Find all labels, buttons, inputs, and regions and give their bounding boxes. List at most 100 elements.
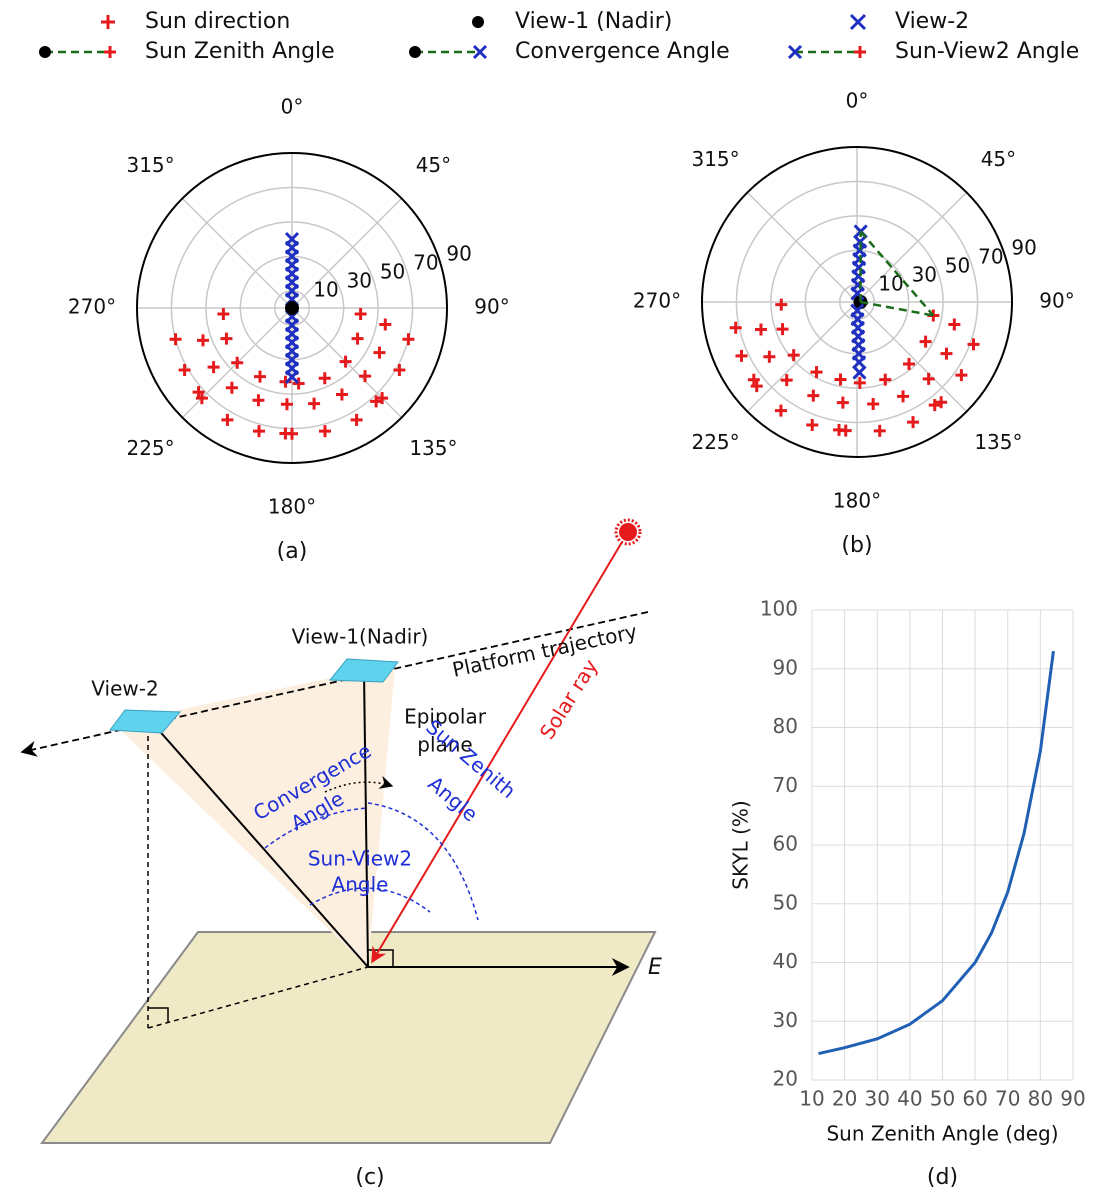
epipolar-plane xyxy=(118,668,395,967)
x-tick-label: 70 xyxy=(995,1087,1020,1111)
point xyxy=(284,369,300,384)
point xyxy=(335,388,348,401)
theta-tick-label: 315° xyxy=(691,147,739,171)
line xyxy=(818,650,1055,1056)
y-tick-label: 20 xyxy=(773,1067,798,1091)
point xyxy=(867,398,880,411)
y-tick-label: 30 xyxy=(773,1008,798,1032)
view2-ray xyxy=(147,717,369,968)
r-tick-label: 70 xyxy=(413,251,438,275)
diagram: View-1(Nadir) View-2 Platform trajectory… xyxy=(20,518,662,1190)
view1-label: View-1(Nadir) xyxy=(292,625,429,649)
legend-label: Sun-View2 Angle xyxy=(895,39,1079,64)
point xyxy=(252,394,265,407)
caption: (c) xyxy=(355,1165,384,1190)
epipolar-label: Epipolar xyxy=(404,705,487,729)
y-tick-label: 80 xyxy=(773,714,798,738)
point xyxy=(806,418,819,431)
point xyxy=(373,346,386,359)
point xyxy=(879,373,892,386)
theta-tick-label: 90° xyxy=(474,295,509,319)
grid-spoke xyxy=(746,191,858,303)
point xyxy=(907,416,920,429)
legend-label: Convergence Angle xyxy=(515,39,730,64)
caption: (d) xyxy=(927,1165,958,1190)
point xyxy=(253,370,266,383)
point xyxy=(409,46,421,58)
sun-view2-label: Angle xyxy=(332,873,389,897)
point xyxy=(104,46,116,58)
point xyxy=(774,404,787,417)
point xyxy=(370,395,383,408)
point xyxy=(780,374,793,387)
x-tick-label: 50 xyxy=(930,1087,955,1111)
point xyxy=(308,397,321,410)
y-tick-label: 40 xyxy=(773,949,798,973)
theta-tick-label: 45° xyxy=(981,147,1016,171)
grid-spoke xyxy=(291,197,403,309)
convergence-arc xyxy=(264,807,369,849)
point xyxy=(359,370,372,383)
point xyxy=(379,318,392,331)
grid-spoke xyxy=(181,197,293,309)
point xyxy=(948,318,961,331)
polar-frame xyxy=(701,146,1013,458)
sun-zenith-arc xyxy=(367,802,479,921)
point xyxy=(393,364,406,376)
point xyxy=(284,232,300,247)
y-tick-label: 70 xyxy=(773,773,798,797)
y-tick-label: 60 xyxy=(773,832,798,856)
point xyxy=(919,335,932,348)
r-tick-label: 50 xyxy=(380,260,405,284)
r-tick-label: 90 xyxy=(1011,236,1036,260)
point xyxy=(903,358,916,371)
theta-tick-label: 270° xyxy=(68,295,116,319)
theta-tick-label: 180° xyxy=(268,495,316,519)
point xyxy=(922,372,935,385)
point xyxy=(192,386,205,399)
right-angle xyxy=(148,1007,169,1023)
point xyxy=(754,323,767,336)
point xyxy=(318,372,331,385)
point xyxy=(940,347,953,360)
point xyxy=(207,361,220,374)
theta-tick-label: 135° xyxy=(409,436,457,460)
point xyxy=(169,333,182,346)
point xyxy=(279,427,292,440)
grid-spoke xyxy=(746,301,858,413)
point xyxy=(217,308,230,321)
point xyxy=(787,349,800,362)
point xyxy=(472,44,488,60)
point xyxy=(253,425,266,438)
x-axis-label: Sun Zenith Angle (deg) xyxy=(826,1122,1058,1146)
point xyxy=(750,380,763,393)
angle-line xyxy=(859,230,935,317)
view2-sensor xyxy=(109,709,182,734)
point xyxy=(897,390,910,403)
view1-sensor xyxy=(328,658,399,683)
x-tick-label: 40 xyxy=(897,1087,922,1111)
theta-tick-label: 45° xyxy=(416,153,451,177)
legend-label: Sun direction xyxy=(145,9,290,34)
point xyxy=(225,381,238,394)
view1-ray xyxy=(363,671,369,968)
sun-rays xyxy=(614,518,642,546)
r-tick-label: 90 xyxy=(446,242,471,266)
theta-tick-label: 90° xyxy=(1039,289,1074,313)
point xyxy=(231,356,244,369)
x-tick-label: 30 xyxy=(865,1087,890,1111)
theta-tick-label: 135° xyxy=(974,430,1022,454)
y-tick-label: 50 xyxy=(773,890,798,914)
point xyxy=(39,46,51,58)
point xyxy=(220,332,233,345)
view2-label: View-2 xyxy=(91,677,158,701)
point xyxy=(776,323,789,336)
point xyxy=(350,413,363,426)
r-tick-label: 30 xyxy=(347,268,372,292)
point xyxy=(178,364,191,376)
point xyxy=(834,373,847,386)
theta-tick-label: 180° xyxy=(833,489,881,513)
theta-tick-label: 225° xyxy=(691,430,739,454)
sun xyxy=(619,523,637,541)
